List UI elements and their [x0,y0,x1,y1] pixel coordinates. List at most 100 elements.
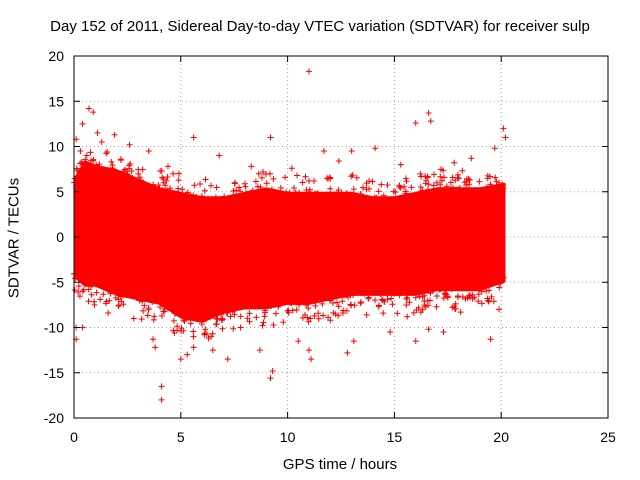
scatter-point [151,295,158,302]
scatter-point [453,186,460,193]
outlier-point [267,134,274,141]
scatter-point [103,150,110,157]
scatter-point [202,326,209,333]
scatter-point [166,191,173,198]
scatter-point [277,297,284,304]
scatter-point [257,302,264,309]
outlier-point [98,138,105,145]
scatter-point [437,181,444,188]
scatter-point [425,181,432,188]
outlier-point [305,347,312,354]
scatter-point [86,164,93,171]
scatter-point [105,287,112,294]
outlier-point [94,129,101,136]
scatter-point [135,170,142,177]
scatter-point [150,181,157,188]
scatter-point [412,294,419,301]
scatter-point [124,171,131,178]
scatter-point [187,192,194,199]
scatter-point [426,297,433,304]
scatter-point [454,294,461,301]
outlier-point [305,68,312,75]
scatter-point [339,310,346,317]
scatter-point [282,174,289,181]
scatter-point [106,297,113,304]
scatter-point [175,170,182,177]
scatter-point [88,157,95,164]
scatter-point [120,167,127,174]
scatter-point [132,293,139,300]
scatter-point [296,297,303,304]
outlier-point [427,118,434,125]
outlier-point [105,310,112,317]
outlier-point [335,157,342,164]
scatter-point [357,190,364,197]
scatter-point [82,161,89,168]
scatter-point [129,175,136,182]
scatter-point [363,180,370,187]
scatter-point [288,300,295,307]
scatter-point [454,171,461,178]
outlier-point [184,351,191,358]
scatter-point [304,300,311,307]
scatter-point [203,316,210,323]
scatter-point [292,189,299,196]
scatter-point [321,294,328,301]
scatter-point [438,177,445,184]
scatter-point [490,298,497,305]
scatter-point [402,188,409,195]
outlier-point [237,324,244,331]
scatter-point [158,312,165,319]
scatter-point [255,170,262,177]
outlier-point [145,148,152,155]
scatter-point [466,181,473,188]
x-tick-label: 10 [280,429,296,445]
scatter-point [327,185,334,192]
scatter-point [443,183,450,190]
outlier-point [126,141,133,148]
scatter-point [260,319,267,326]
scatter-point [159,174,166,181]
scatter-point [164,174,171,181]
scatter-point [190,328,197,335]
scatter-point [214,197,221,204]
scatter-point [193,193,200,200]
scatter-point [377,291,384,298]
scatter-point [384,288,391,295]
scatter-point [437,166,444,173]
scatter-point [273,190,280,197]
scatter-point [120,171,127,178]
scatter-point [320,312,327,319]
scatter-point [207,182,214,189]
scatter-point [80,277,87,284]
outlier-point [344,349,351,356]
scatter-point [220,198,227,205]
scatter-point [213,315,220,322]
scatter-point [139,166,146,173]
scatter-point [115,303,122,310]
scatter-point [213,184,220,191]
scatter-point [433,179,440,186]
scatter-point [439,188,446,195]
scatter-point [72,275,79,282]
scatter-point [155,182,162,189]
scatter-point [175,177,182,184]
scatter-point [167,305,174,312]
scatter-point [340,292,347,299]
scatter-point [486,287,493,294]
scatter-point [181,313,188,320]
scatter-point [217,311,224,318]
scatter-point [394,310,401,317]
scatter-point [175,185,182,192]
scatter-point [115,296,122,303]
outlier-point [496,306,503,313]
scatter-point [109,162,116,169]
scatter-point [246,310,253,317]
outlier-point [267,375,274,382]
scatter-point [289,307,296,314]
scatter-point [227,304,234,311]
outlier-point [327,317,334,324]
x-axis-label: GPS time / hours [282,456,398,473]
scatter-point [256,190,263,197]
scatter-point [449,304,456,311]
